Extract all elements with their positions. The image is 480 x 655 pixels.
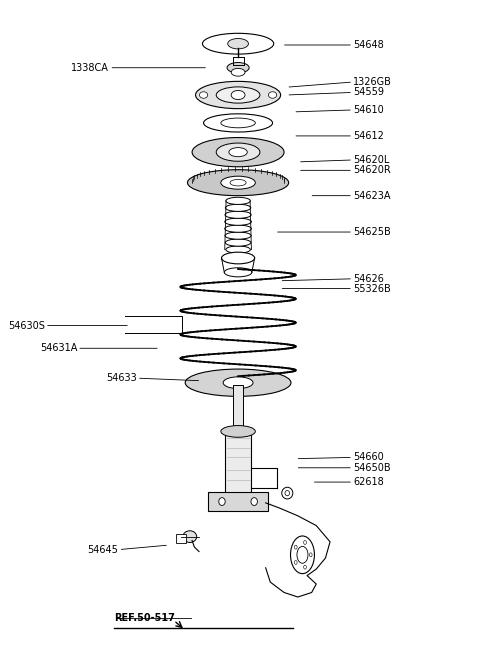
Ellipse shape	[282, 487, 293, 499]
Ellipse shape	[251, 498, 257, 506]
Ellipse shape	[294, 545, 297, 549]
Ellipse shape	[221, 176, 255, 189]
Ellipse shape	[228, 39, 249, 49]
Ellipse shape	[200, 92, 208, 98]
Ellipse shape	[226, 197, 251, 204]
Ellipse shape	[203, 33, 274, 54]
Text: 54630S: 54630S	[8, 320, 45, 331]
Text: 54623A: 54623A	[353, 191, 391, 200]
Text: 54620R: 54620R	[353, 165, 391, 176]
Text: 54559: 54559	[353, 87, 384, 98]
Ellipse shape	[268, 92, 276, 98]
Text: 54620L: 54620L	[353, 155, 389, 165]
Bar	[208, 493, 268, 511]
Ellipse shape	[226, 246, 251, 253]
Text: 54631A: 54631A	[40, 343, 77, 353]
Ellipse shape	[195, 81, 281, 109]
Ellipse shape	[225, 232, 251, 239]
Ellipse shape	[231, 90, 245, 100]
Ellipse shape	[185, 369, 291, 396]
Ellipse shape	[231, 68, 245, 76]
Ellipse shape	[304, 540, 306, 544]
Ellipse shape	[229, 147, 247, 157]
Bar	[233, 384, 243, 428]
Ellipse shape	[225, 211, 251, 218]
Text: 54660: 54660	[353, 453, 384, 462]
Ellipse shape	[285, 491, 289, 496]
Text: 62618: 62618	[353, 477, 384, 487]
Text: 54626: 54626	[353, 274, 384, 284]
Ellipse shape	[216, 87, 260, 103]
Ellipse shape	[225, 218, 252, 225]
Text: REF.50-517: REF.50-517	[114, 614, 175, 624]
Ellipse shape	[223, 377, 253, 388]
Ellipse shape	[188, 170, 288, 196]
Ellipse shape	[290, 536, 314, 574]
Ellipse shape	[222, 252, 254, 264]
Text: 1338CA: 1338CA	[72, 63, 109, 73]
Text: 54625B: 54625B	[353, 227, 391, 237]
Ellipse shape	[297, 546, 308, 563]
Ellipse shape	[221, 118, 255, 128]
Ellipse shape	[204, 114, 273, 132]
Ellipse shape	[221, 426, 255, 438]
Bar	[176, 534, 186, 543]
Text: 55326B: 55326B	[353, 284, 391, 293]
Bar	[225, 428, 252, 500]
Ellipse shape	[304, 565, 306, 569]
Text: 54610: 54610	[353, 105, 384, 115]
Ellipse shape	[224, 268, 252, 277]
Ellipse shape	[216, 143, 260, 161]
Ellipse shape	[225, 204, 251, 212]
Ellipse shape	[310, 553, 312, 557]
Ellipse shape	[183, 531, 197, 542]
Text: 54650B: 54650B	[353, 463, 391, 473]
Ellipse shape	[225, 225, 252, 233]
Ellipse shape	[230, 179, 246, 186]
Text: 1326GB: 1326GB	[353, 77, 392, 87]
Ellipse shape	[219, 498, 225, 506]
Text: 54645: 54645	[88, 544, 119, 555]
Ellipse shape	[294, 561, 297, 565]
Text: 54612: 54612	[353, 131, 384, 141]
Ellipse shape	[225, 239, 251, 246]
Text: 54633: 54633	[106, 373, 137, 383]
Text: 54648: 54648	[353, 40, 384, 50]
Ellipse shape	[227, 62, 249, 73]
Ellipse shape	[192, 138, 284, 167]
